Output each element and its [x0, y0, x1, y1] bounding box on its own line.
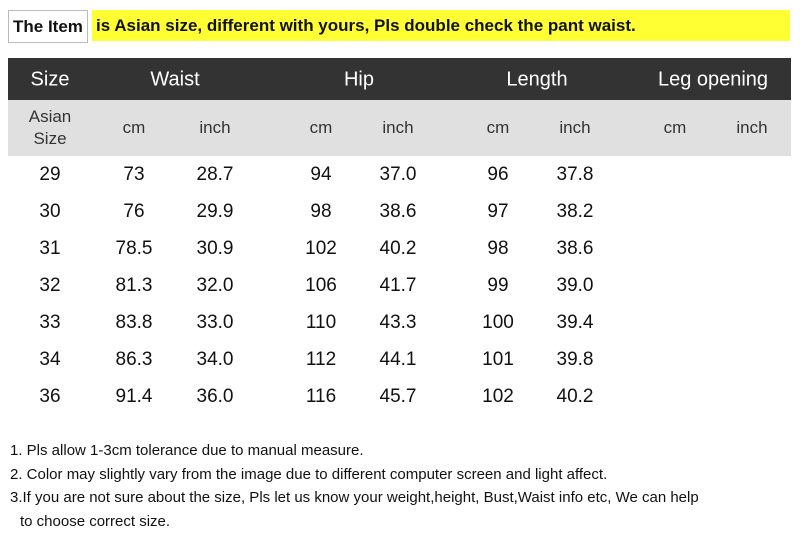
note-line: to choose correct size.	[20, 513, 171, 530]
data-cell: 29	[39, 164, 61, 185]
subheader-cell: cm	[122, 118, 146, 137]
data-cell: 98	[310, 201, 332, 222]
note-line: 3.If you are not sure about the size, Pl…	[10, 489, 699, 506]
subheader-cell: inch	[199, 118, 231, 137]
data-cell: 37.0	[379, 164, 417, 185]
header-cell: Length	[506, 68, 568, 91]
subheader-cell: inch	[736, 118, 768, 137]
data-cell: 83.8	[115, 312, 153, 333]
subheader-cell: Asian Size	[28, 107, 72, 148]
data-cell: 99	[487, 275, 509, 296]
data-cell: 33.0	[196, 312, 234, 333]
note-line: 2. Color may slightly vary from the imag…	[10, 466, 608, 483]
subheader-cell: cm	[309, 118, 333, 137]
data-cell: 39.0	[556, 275, 594, 296]
data-cell: 36.0	[196, 386, 234, 407]
data-cell: 91.4	[115, 386, 153, 407]
data-cell: 44.1	[379, 349, 417, 370]
table-header	[8, 58, 791, 100]
data-cell: 76	[123, 201, 145, 222]
subheader-cell: cm	[663, 118, 687, 137]
data-cell: 97	[487, 201, 509, 222]
data-cell: 38.6	[556, 238, 594, 259]
data-cell: 110	[305, 312, 337, 333]
data-cell: 98	[487, 238, 509, 259]
data-cell: 29.9	[196, 201, 234, 222]
subheader-cell: inch	[559, 118, 591, 137]
data-cell: 36	[39, 386, 61, 407]
data-cell: 39.4	[556, 312, 594, 333]
subheader-cell: cm	[486, 118, 510, 137]
data-cell: 112	[305, 349, 337, 370]
data-cell: 34	[39, 349, 61, 370]
data-cell: 31	[39, 238, 61, 259]
data-cell: 96	[487, 164, 509, 185]
data-cell: 38.2	[556, 201, 594, 222]
data-cell: 28.7	[196, 164, 234, 185]
data-cell: 34.0	[196, 349, 234, 370]
data-cell: 30	[39, 201, 61, 222]
note-line: 1. Pls allow 1-3cm tolerance due to manu…	[10, 442, 364, 459]
data-cell: 116	[305, 386, 337, 407]
data-cell: 102	[482, 386, 514, 407]
data-cell: 73	[123, 164, 145, 185]
data-cell: 100	[482, 312, 514, 333]
data-cell: 43.3	[379, 312, 417, 333]
data-cell: 86.3	[115, 349, 153, 370]
data-cell: 45.7	[379, 386, 417, 407]
data-cell: 30.9	[196, 238, 234, 259]
data-cell: 39.8	[556, 349, 594, 370]
table-subheader	[8, 100, 791, 156]
data-cell: 38.6	[379, 201, 417, 222]
data-cell: 41.7	[379, 275, 417, 296]
data-cell: 81.3	[115, 275, 153, 296]
data-cell: 37.8	[556, 164, 594, 185]
data-cell: 106	[305, 275, 337, 296]
data-cell: 40.2	[556, 386, 594, 407]
header-cell: Hip	[343, 68, 375, 91]
data-cell: 32	[39, 275, 61, 296]
banner-text: is Asian size, different with yours, Pls…	[92, 10, 790, 41]
data-cell: 78.5	[115, 238, 153, 259]
data-cell: 101	[482, 349, 514, 370]
header-cell: Waist	[150, 68, 200, 91]
data-cell: 33	[39, 312, 61, 333]
data-cell: 40.2	[379, 238, 417, 259]
subheader-cell: inch	[382, 118, 414, 137]
header-cell: Size	[30, 68, 70, 91]
header-cell: Leg opening	[657, 68, 769, 91]
data-cell: 102	[305, 238, 337, 259]
banner-label: The Item	[8, 10, 88, 43]
data-cell: 94	[310, 164, 332, 185]
data-cell: 32.0	[196, 275, 234, 296]
